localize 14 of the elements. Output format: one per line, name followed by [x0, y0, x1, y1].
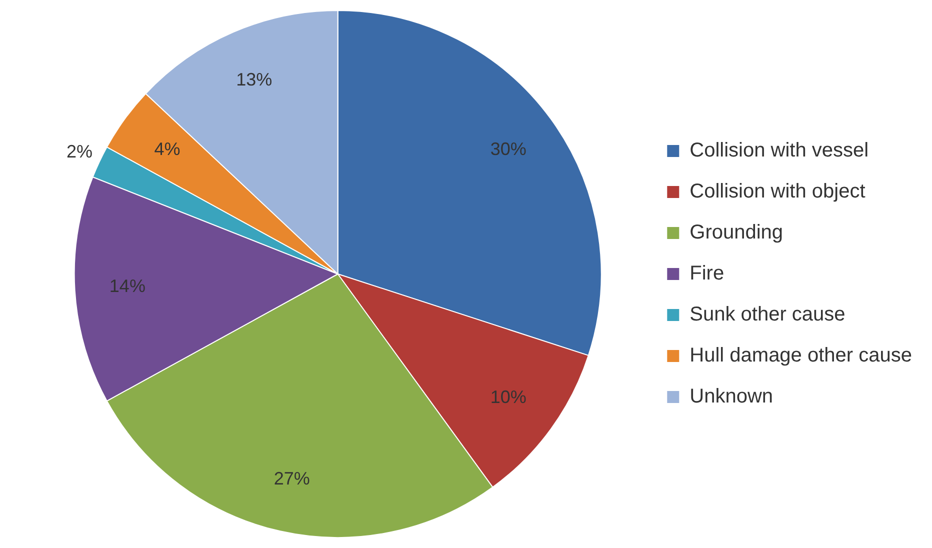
- data-label: 27%: [274, 468, 310, 489]
- data-label: 13%: [236, 70, 272, 90]
- legend-label: Unknown: [690, 386, 774, 408]
- legend-label: Collision with object: [690, 180, 866, 203]
- data-label: 10%: [490, 386, 526, 407]
- data-label: 14%: [109, 276, 146, 296]
- data-label: 4%: [154, 139, 180, 160]
- legend-label: Sunk other cause: [690, 304, 846, 326]
- data-label: 2%: [66, 141, 93, 162]
- legend-label: Grounding: [690, 222, 784, 244]
- legend-label: Collision with vessel: [690, 140, 869, 162]
- legend-label: Hull damage other cause: [690, 344, 912, 367]
- legend-label: Fire: [690, 262, 724, 285]
- data-label: 30%: [490, 139, 526, 160]
